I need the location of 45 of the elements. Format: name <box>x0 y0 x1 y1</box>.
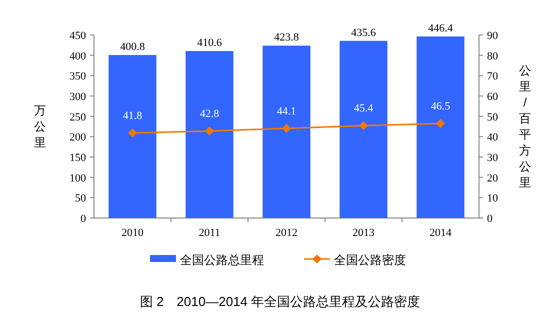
data-label: 41.8 <box>122 110 143 122</box>
legend-label: 全国公路密度 <box>334 253 406 267</box>
x-tick-label: 2012 <box>276 227 298 239</box>
y-tick-label: 150 <box>70 152 86 164</box>
y2-tick-label: 0 <box>487 213 493 225</box>
y2-tick-label: 10 <box>487 192 498 205</box>
y-tick-label: 100 <box>70 172 86 184</box>
y2-tick-label: 70 <box>487 70 498 83</box>
y2-tick-label: 60 <box>487 91 498 103</box>
y2-tick-label: 30 <box>487 152 498 164</box>
y-tick-label: 0 <box>80 213 86 225</box>
data-label: 45.4 <box>354 102 374 115</box>
y-tick-label: 300 <box>70 91 86 103</box>
y2-axis-title: 公里/百平方公里 <box>519 64 531 190</box>
data-label: 446.4 <box>428 22 454 34</box>
y-axis-title: 万公里 <box>34 104 46 150</box>
y2-tick-label: 90 <box>487 30 498 42</box>
legend-label: 全国公路总里程 <box>180 253 264 267</box>
y-tick-label: 450 <box>70 30 86 42</box>
data-label: 400.8 <box>120 41 146 54</box>
point <box>128 128 137 138</box>
point <box>359 121 368 130</box>
data-label: 42.8 <box>200 108 220 120</box>
y2-tick-label: 40 <box>487 132 498 144</box>
text: 图 2 2010—2014 年全国公路总里程及公路密度 <box>140 294 420 309</box>
x-tick-label: 2013 <box>352 227 375 239</box>
y2-tick-label: 20 <box>487 172 498 184</box>
point <box>282 124 291 133</box>
x-tick-label: 2010 <box>122 227 144 239</box>
y-tick-label: 400 <box>70 50 86 62</box>
x-tick-label: 2011 <box>198 227 220 239</box>
data-label: 435.6 <box>351 26 376 39</box>
data-label: 44.1 <box>276 105 296 118</box>
data-label: 423.8 <box>274 32 300 44</box>
point <box>436 118 445 128</box>
y-tick-label: 200 <box>70 132 86 144</box>
y2-tick-label: 50 <box>487 111 498 124</box>
data-label: 46.5 <box>430 100 451 112</box>
point <box>205 126 214 136</box>
y2-tick-label: 80 <box>487 50 498 62</box>
y-tick-label: 350 <box>70 70 86 83</box>
y-tick-label: 250 <box>70 111 86 124</box>
data-label: 410.6 <box>197 37 222 50</box>
y-tick-label: 50 <box>75 192 86 205</box>
x-tick-label: 2014 <box>430 227 452 239</box>
